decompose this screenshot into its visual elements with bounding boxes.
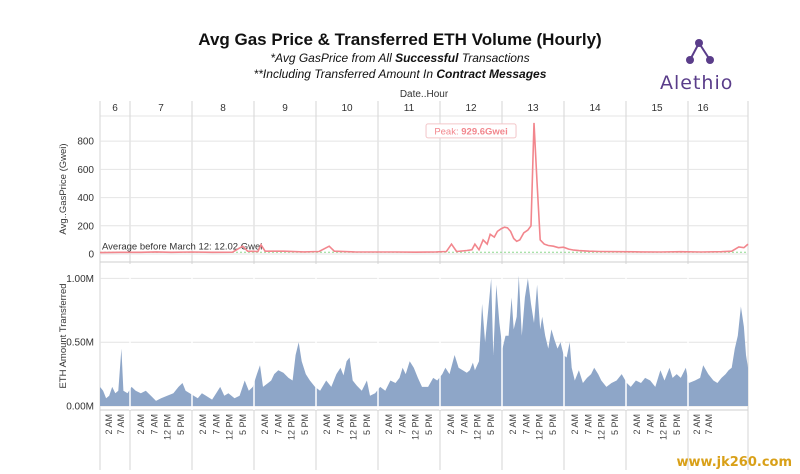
subtitle-1-prefix: *Avg GasPrice from All [270, 51, 396, 65]
hour-tick-label: 12 PM [349, 414, 359, 440]
day-label: 9 [282, 103, 288, 114]
day-label: 7 [158, 103, 164, 114]
hour-tick-label: 2 AM [322, 414, 332, 435]
subtitle-1-bold: Successful [395, 51, 459, 65]
hour-tick-label: 7 AM [521, 414, 531, 435]
subtitle-2-bold: Contract Messages [436, 67, 547, 81]
hour-tick-label: 2 AM [632, 414, 642, 435]
gas-y-tick-label: 800 [77, 137, 94, 148]
volume-y-tick-label: 1.00M [66, 274, 94, 285]
average-reference-label: Average before March 12: 12.02 Gwei [102, 241, 262, 252]
hour-tick-label: 7 AM [583, 414, 593, 435]
hour-tick-label: 2 AM [446, 414, 456, 435]
hour-tick-label: 12 PM [659, 414, 669, 440]
hour-tick-label: 7 AM [273, 414, 283, 435]
gas-y-tick-label: 0 [88, 250, 94, 261]
hour-tick-label: 2 AM [570, 414, 580, 435]
hour-tick-label: 5 PM [300, 414, 310, 435]
day-label: 11 [404, 103, 415, 114]
hour-tick-label: 2 AM [384, 414, 394, 435]
gas-y-tick-label: 600 [77, 165, 94, 176]
peak-annotation-prefix: Peak: [434, 126, 461, 137]
chart-subtitle-2: **Including Transferred Amount In Contra… [130, 67, 670, 81]
alethio-logo-icon [686, 39, 714, 64]
hour-tick-label: 12 PM [597, 414, 607, 440]
hour-tick-label: 7 AM [149, 414, 159, 435]
hour-tick-label: 5 PM [238, 414, 248, 435]
hour-tick-label: 5 PM [548, 414, 558, 435]
hour-tick-label: 5 PM [486, 414, 496, 435]
hour-tick-label: 7 AM [704, 414, 714, 435]
volume-y-tick-label: 0.00M [66, 402, 94, 413]
hour-tick-label: 5 PM [362, 414, 372, 435]
subtitle-1-suffix: Transactions [458, 51, 530, 65]
peak-annotation-box [425, 123, 517, 139]
day-label: 12 [465, 103, 477, 114]
volume-y-axis-label: ETH Amount Transferred [58, 283, 69, 388]
chart-title: Avg Gas Price & Transferred ETH Volume (… [198, 30, 602, 49]
hour-tick-label: 5 PM [610, 414, 620, 435]
hour-tick-label: 12 PM [287, 414, 297, 440]
day-label: 6 [112, 103, 118, 114]
volume-series-area [100, 275, 748, 406]
day-label: 15 [651, 103, 663, 114]
gas-y-tick-label: 200 [77, 221, 94, 232]
hour-tick-label: 12 PM [411, 414, 421, 440]
hour-tick-label: 12 PM [225, 414, 235, 440]
hour-tick-label: 7 AM [397, 414, 407, 435]
gas-price-series-line [99, 122, 749, 254]
day-label: 14 [589, 103, 601, 114]
hour-tick-label: 2 AM [508, 414, 518, 435]
hour-tick-label: 2 AM [692, 414, 702, 435]
hour-tick-label: 7 AM [335, 414, 345, 435]
hour-tick-label: 5 PM [176, 414, 186, 435]
day-label: 10 [341, 103, 353, 114]
x-axis-top-title: Date..Hour [400, 89, 449, 100]
hour-tick-label: 7 AM [211, 414, 221, 435]
hour-tick-label: 12 PM [535, 414, 545, 440]
volume-y-tick-label: 0.50M [66, 338, 94, 349]
hour-tick-label: 12 PM [473, 414, 483, 440]
alethio-logo-text: Alethio [660, 72, 734, 94]
peak-annotation-value: 929.6Gwei [461, 126, 507, 137]
hour-tick-label: 2 AM [198, 414, 208, 435]
gas-y-tick-label: 400 [77, 193, 94, 204]
watermark: www.jk260.com [676, 455, 793, 470]
subtitle-2-prefix: **Including Transferred Amount In [253, 67, 437, 81]
day-label: 8 [220, 103, 226, 114]
hour-tick-label: 12 PM [163, 414, 173, 440]
hour-tick-label: 7 AM [116, 414, 126, 435]
day-label: 13 [527, 103, 539, 114]
hour-tick-label: 2 AM [136, 414, 146, 435]
hour-tick-label: 7 AM [645, 414, 655, 435]
hour-tick-label: 2 AM [260, 414, 270, 435]
hour-tick-label: 5 PM [424, 414, 434, 435]
hour-tick-label: 2 AM [104, 414, 114, 435]
hour-tick-label: 7 AM [459, 414, 469, 435]
day-label: 16 [697, 103, 709, 114]
chart-subtitle-1: *Avg GasPrice from All Successful Transa… [130, 51, 670, 65]
hour-tick-label: 5 PM [672, 414, 682, 435]
peak-annotation-label: Peak: 929.6Gwei [434, 126, 507, 137]
gas-y-axis-label: Avg..GasPrice (Gwei) [58, 143, 69, 234]
